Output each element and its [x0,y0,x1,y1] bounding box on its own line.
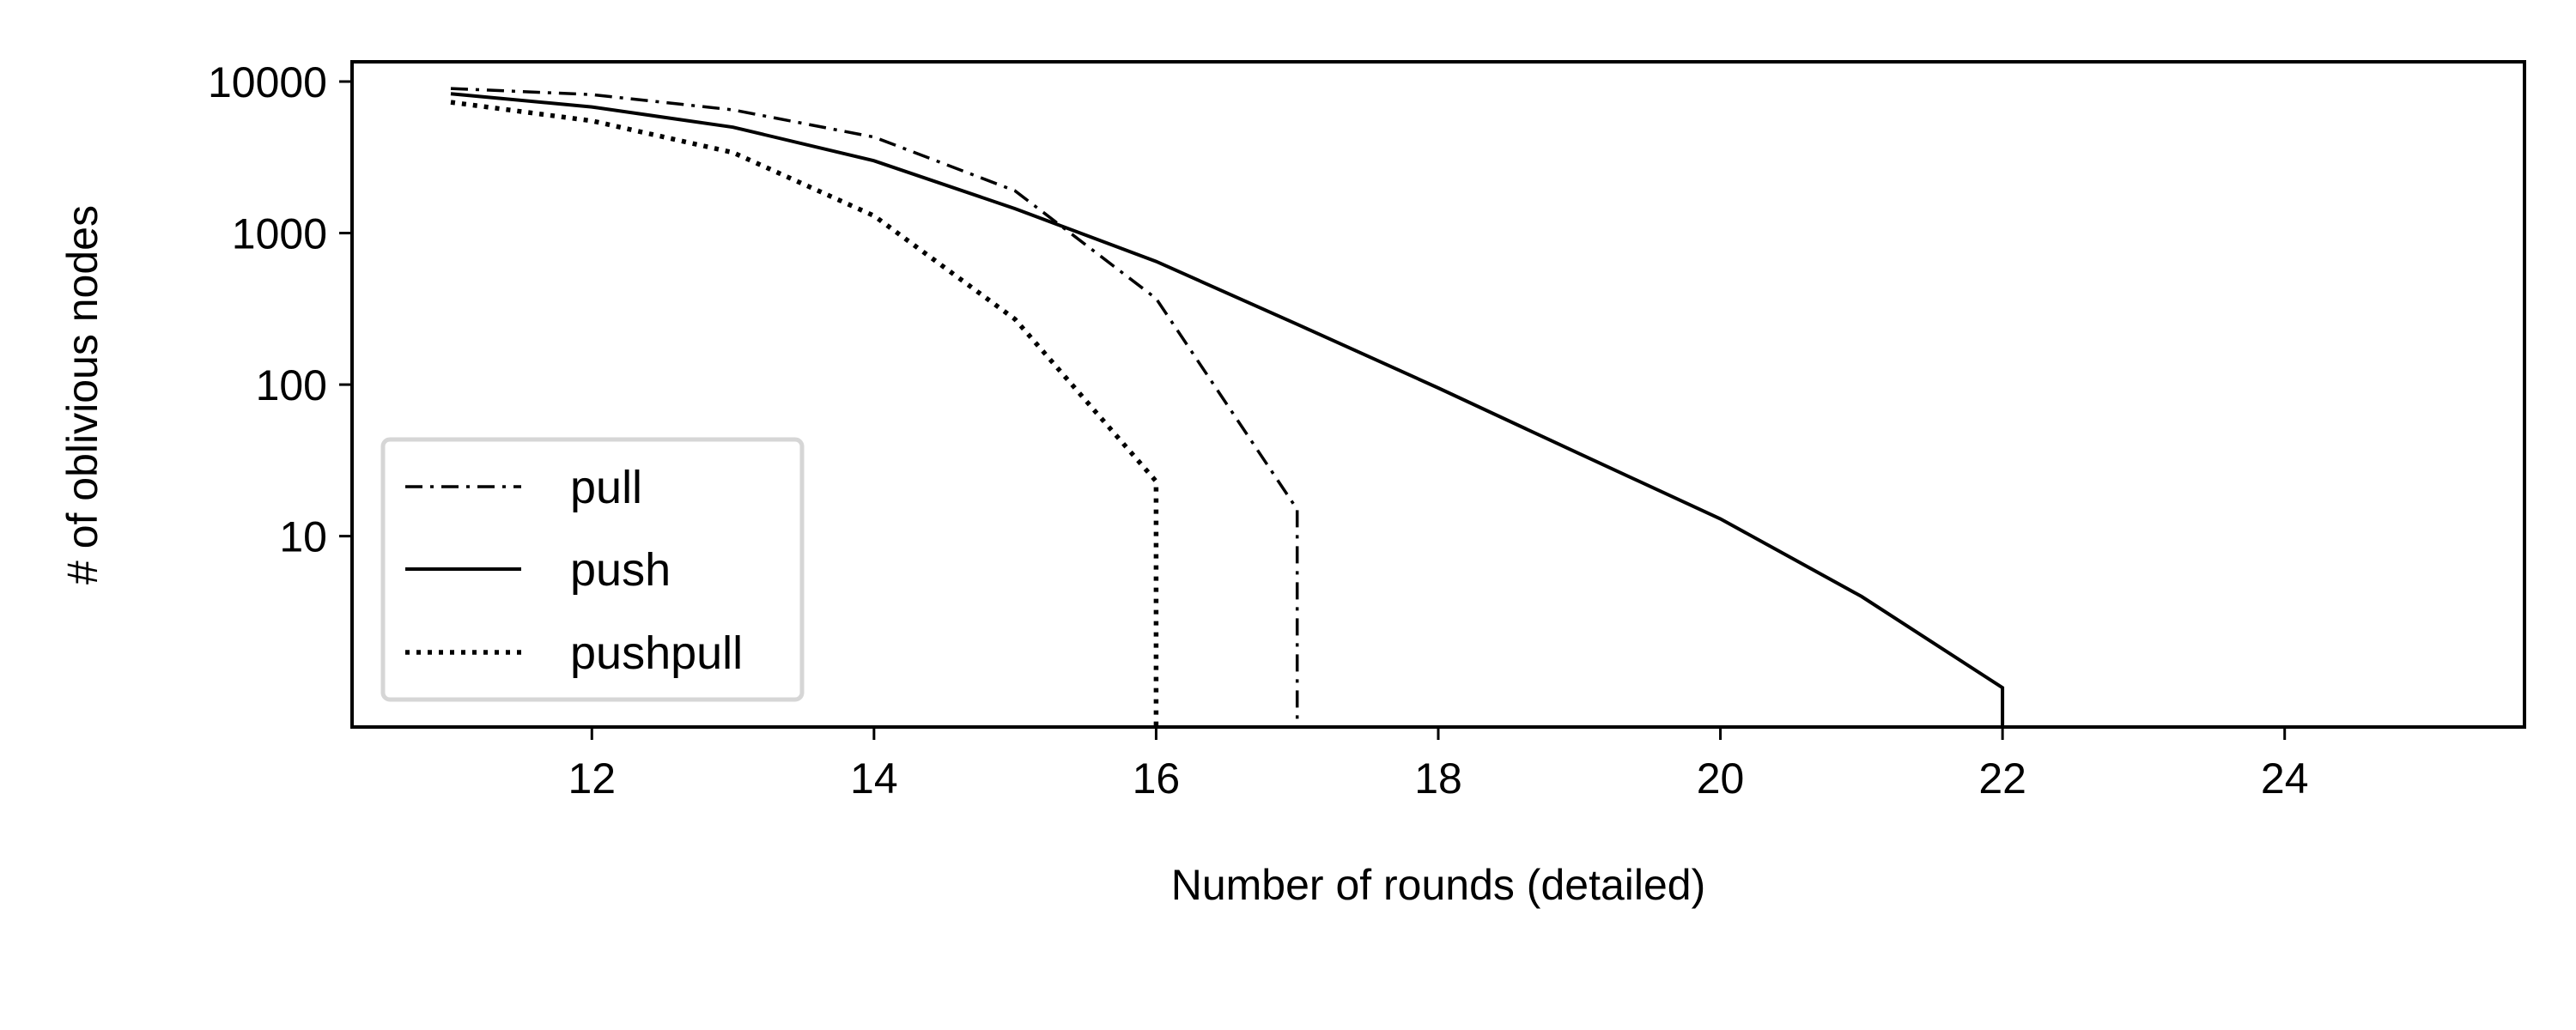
x-tick-label: 18 [1414,754,1462,803]
x-tick-label: 20 [1697,754,1745,803]
legend-box [380,437,805,702]
x-tick-label: 12 [568,754,616,803]
plot-frame [350,60,2526,729]
x-axis-ticks: 12 14 16 18 20 22 24 [568,727,2309,803]
x-tick-label: 22 [1978,754,2026,803]
plot-marks [450,87,2005,727]
x-tick-label: 16 [1133,754,1181,803]
legend-label-pull: pull [570,462,642,513]
y-tick-label: 10 [279,513,327,561]
legend: pull push pushpull [380,437,805,702]
y-tick-label: 100 [256,361,327,409]
x-tick-label: 24 [2261,754,2309,803]
y-axis-title: # of oblivious nodes [58,205,106,585]
y-tick-label: 1000 [232,210,327,258]
series-line-push [450,92,2005,727]
x-tick-label: 14 [850,754,898,803]
y-tick-label: 10000 [208,58,327,106]
legend-label-push: push [570,544,671,596]
y-axis-ticks: 10 100 1000 10000 [208,58,352,561]
legend-label-pushpull: pushpull [570,627,743,679]
x-axis-title: Number of rounds (detailed) [1171,861,1706,909]
